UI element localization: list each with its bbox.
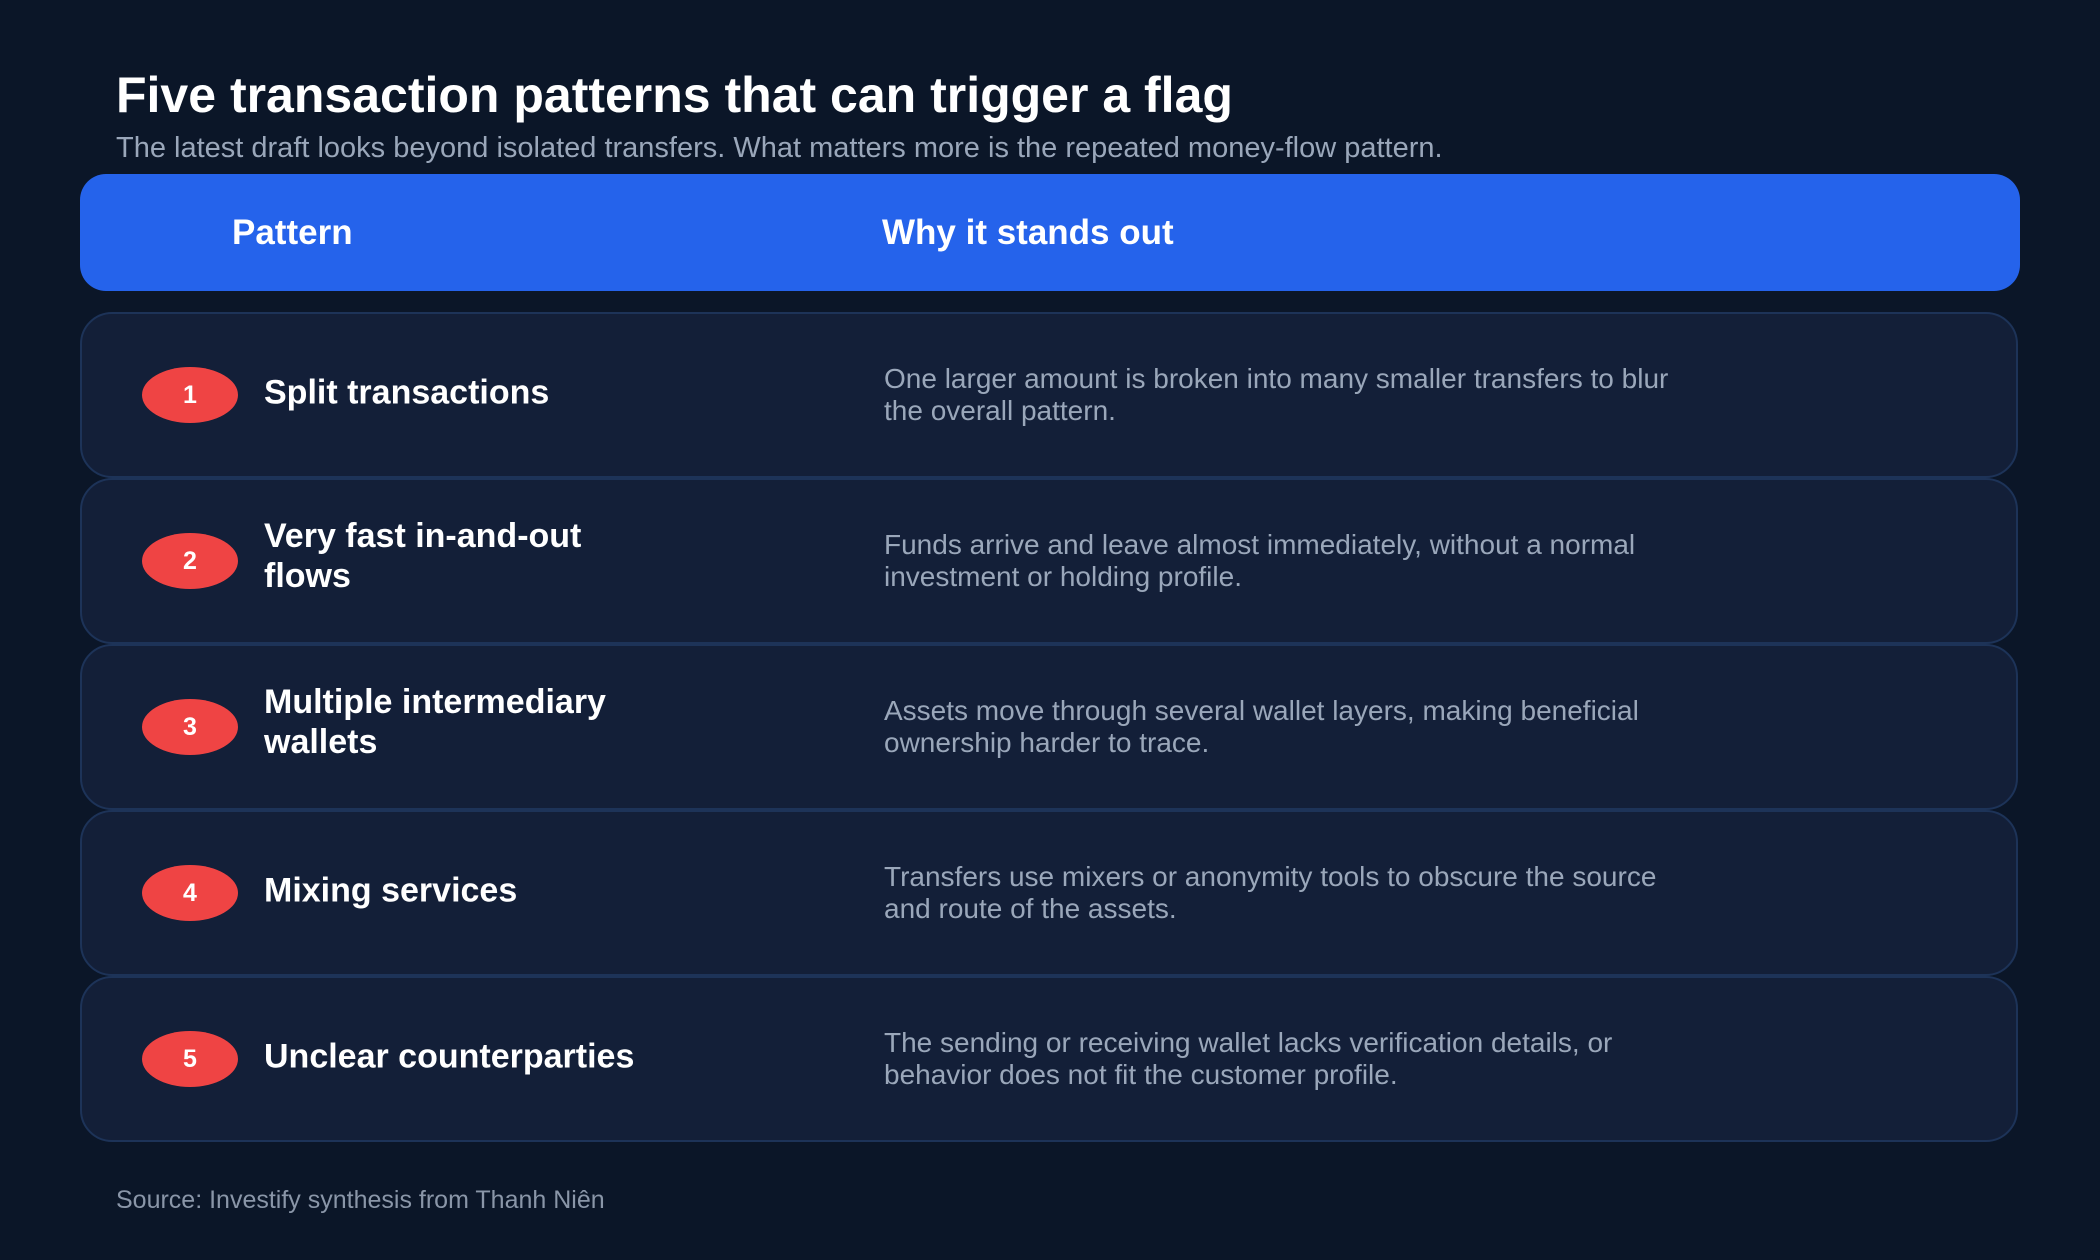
pattern-reason: Transfers use mixers or anonymity tools …	[884, 861, 1657, 924]
row-number: 3	[142, 699, 238, 755]
pattern-name: Very fast in-and-out flows	[264, 517, 582, 596]
table-header: Pattern Why it stands out	[80, 174, 2020, 291]
title: Five transaction patterns that can trigg…	[116, 67, 1233, 123]
pattern-name: Multiple intermediary wallets	[264, 683, 606, 762]
column-header: Why it stands out	[882, 213, 1174, 252]
pattern-reason: One larger amount is broken into many sm…	[884, 363, 1669, 426]
table-row: 5 Unclear counterparties The sending or re…	[80, 976, 2018, 1142]
row-number: 1	[142, 367, 238, 423]
subtitle: The latest draft looks beyond isolated t…	[116, 132, 1443, 164]
row-number: 5	[142, 1031, 238, 1087]
row-number: 2	[142, 533, 238, 589]
pattern-name: Split transactions	[264, 373, 550, 412]
column-header: Pattern	[232, 213, 353, 252]
table-row: 4 Mixing services Transfers use mixers or …	[80, 810, 2018, 976]
pattern-reason: Assets move through several wallet layer…	[884, 695, 1639, 758]
pattern-name: Unclear counterparties	[264, 1037, 635, 1076]
source: Source: Investify synthesis from Thanh N…	[116, 1186, 605, 1214]
pattern-name: Mixing services	[264, 871, 518, 910]
pattern-reason: The sending or receiving wallet lacks ve…	[884, 1027, 1613, 1090]
table-row: 1 Split transactions One larger amount is …	[80, 312, 2018, 478]
pattern-reason: Funds arrive and leave almost immediatel…	[884, 529, 1636, 592]
row-number: 4	[142, 865, 238, 921]
table-row: 3 Multiple intermediary wallets Assets mov…	[80, 644, 2018, 810]
table-row: 2 Very fast in-and-out flows Funds arrive …	[80, 478, 2018, 644]
